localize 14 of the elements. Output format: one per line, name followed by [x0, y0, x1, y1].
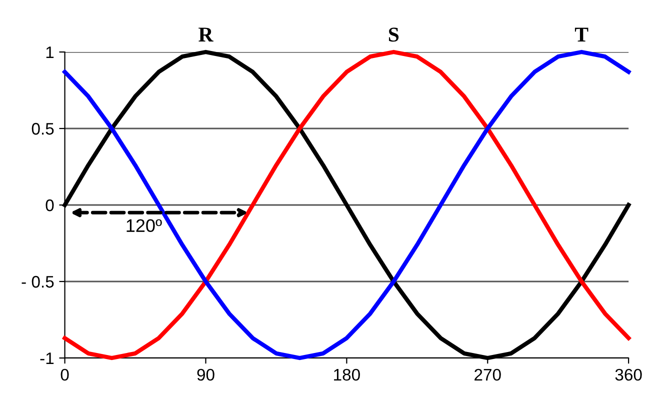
- y-tick-label: -1: [40, 352, 54, 364]
- y-tick-label: 0: [46, 199, 54, 212]
- x-tick-label: 180: [334, 368, 360, 381]
- x-tick-label: 90: [197, 368, 214, 381]
- y-tick-label: 0.5: [32, 122, 54, 135]
- series-label: T: [574, 28, 588, 42]
- x-tick-label: 270: [474, 368, 501, 381]
- series-label: R: [198, 28, 214, 42]
- series-label: S: [388, 28, 399, 42]
- x-tick-label: 360: [615, 368, 642, 381]
- y-tick-label: - 0.5: [22, 276, 54, 288]
- y-tick-label: 1: [46, 46, 54, 58]
- x-tick-label: 0: [60, 368, 69, 381]
- annotation: 120º: [126, 219, 162, 232]
